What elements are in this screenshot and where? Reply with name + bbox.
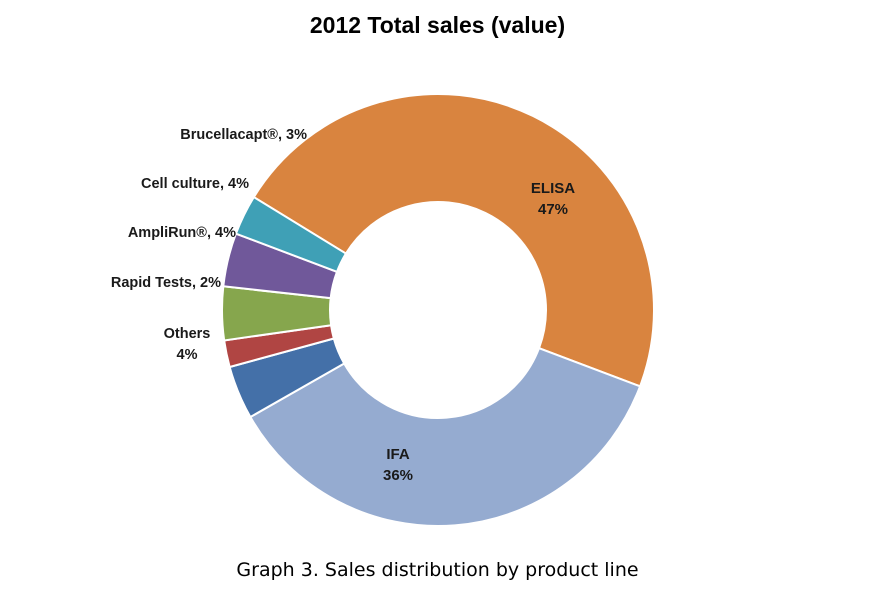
- slice-ifa: [249, 346, 642, 527]
- data-label-cell-culture: Cell culture, 4%: [141, 176, 249, 192]
- data-label-amplirun: AmpliRun®, 4%: [128, 225, 236, 241]
- data-label-elisa: ELISA 47%: [531, 180, 575, 218]
- data-label-brucellacapt: Brucellacapt®, 3%: [180, 127, 307, 143]
- data-label-rapid-tests: Rapid Tests, 2%: [111, 275, 221, 291]
- slice-elisa: [252, 93, 655, 388]
- chart-title: 2012 Total sales (value): [309, 12, 566, 38]
- data-label-ifa: IFA 36%: [383, 446, 413, 484]
- data-label-others: Others 4%: [164, 326, 211, 363]
- figure-caption: Graph 3. Sales distribution by product l…: [236, 559, 639, 581]
- slice-brucellacapt: [234, 195, 348, 274]
